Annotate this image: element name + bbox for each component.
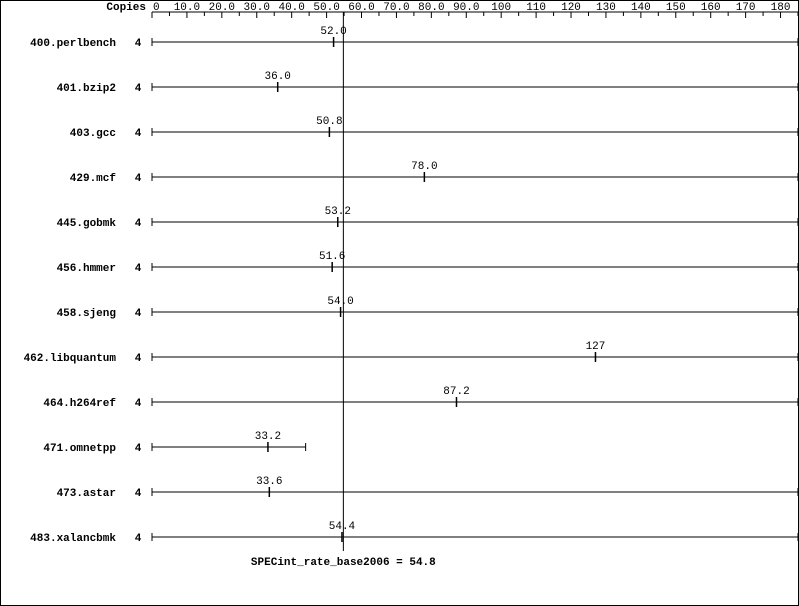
- x-tick-label: 50.0: [313, 2, 339, 14]
- copies-value: 4: [135, 488, 142, 500]
- value-label: 54.0: [327, 296, 353, 308]
- benchmark-name: 483.xalancbmk: [30, 533, 116, 545]
- copies-value: 4: [135, 398, 142, 410]
- x-tick-label: 150: [666, 2, 686, 14]
- baseline-label: SPECint_rate_base2006 = 54.8: [251, 557, 436, 569]
- benchmark-name: 462.libquantum: [24, 353, 117, 365]
- x-tick-label: 160: [701, 2, 721, 14]
- x-tick-label: 130: [596, 2, 616, 14]
- x-tick-label: 70.0: [383, 2, 409, 14]
- benchmark-name: 403.gcc: [70, 128, 116, 140]
- value-label: 52.0: [320, 26, 346, 38]
- value-label: 54.4: [329, 521, 356, 533]
- benchmark-name: 401.bzip2: [57, 83, 116, 95]
- value-label: 87.2: [443, 386, 469, 398]
- x-tick-label: 180: [771, 2, 791, 14]
- value-label: 51.6: [319, 251, 345, 263]
- benchmark-name: 471.omnetpp: [43, 443, 116, 455]
- value-label: 33.6: [256, 476, 282, 488]
- x-tick-label: 0: [153, 2, 160, 14]
- value-label: 50.8: [316, 116, 342, 128]
- copies-value: 4: [135, 533, 142, 545]
- x-tick-label: 10.0: [174, 2, 200, 14]
- copies-value: 4: [135, 218, 142, 230]
- copies-value: 4: [135, 353, 142, 365]
- x-tick-label: 80.0: [418, 2, 444, 14]
- x-tick-label: 30.0: [244, 2, 270, 14]
- x-tick-label: 90.0: [453, 2, 479, 14]
- copies-value: 4: [135, 128, 142, 140]
- benchmark-name: 429.mcf: [70, 173, 117, 185]
- x-tick-label: 140: [631, 2, 651, 14]
- x-tick-label: 110: [526, 2, 546, 14]
- value-label: 53.2: [325, 206, 351, 218]
- copies-value: 4: [135, 38, 142, 50]
- benchmark-name: 473.astar: [57, 488, 116, 500]
- benchmark-name: 464.h264ref: [43, 398, 116, 410]
- value-label: 36.0: [265, 71, 291, 83]
- benchmark-chart: 0 10.0 20.0 30.0 40.0 50.0 60.0 70.0 80.0 90.0 100…: [0, 0, 799, 606]
- benchmark-name: 458.sjeng: [57, 308, 116, 320]
- benchmark-name: 400.perlbench: [30, 38, 116, 50]
- chart-border: [1, 1, 799, 606]
- x-tick-label: 20.0: [209, 2, 235, 14]
- benchmark-name: 456.hmmer: [57, 263, 116, 275]
- x-tick-label: 60.0: [348, 2, 374, 14]
- x-tick-label: 100: [491, 2, 511, 14]
- value-label: 33.2: [255, 431, 281, 443]
- benchmark-name: 445.gobmk: [57, 218, 117, 230]
- copies-value: 4: [135, 263, 142, 275]
- x-tick-label: 170: [736, 2, 756, 14]
- value-label: 78.0: [411, 161, 437, 173]
- x-tick-label: 120: [561, 2, 581, 14]
- copies-value: 4: [135, 83, 142, 95]
- copies-value: 4: [135, 308, 142, 320]
- value-label: 127: [586, 341, 606, 353]
- copies-value: 4: [135, 173, 142, 185]
- copies-value: 4: [135, 443, 142, 455]
- x-tick-label: 40.0: [278, 2, 304, 14]
- copies-header: Copies: [106, 2, 146, 14]
